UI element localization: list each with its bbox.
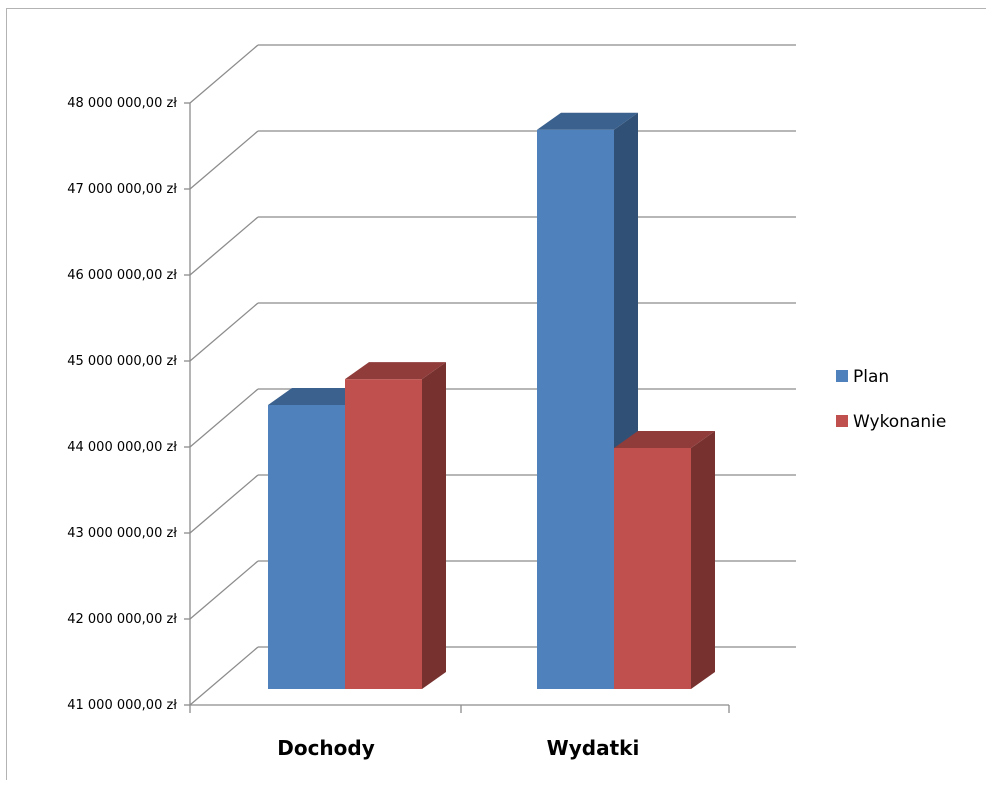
legend-label: Wykonanie: [853, 412, 946, 432]
y-tick-label: 48 000 000,00 zł: [67, 96, 177, 111]
x-category-label: Dochody: [277, 736, 375, 760]
gridline-side: [189, 216, 259, 276]
bar-wykonanie-wydatki: [614, 447, 691, 689]
gridline-side: [189, 130, 259, 190]
y-tick-label: 41 000 000,00 zł: [67, 698, 177, 713]
bar-top: [345, 362, 446, 380]
x-category-label: Wydatki: [547, 736, 640, 760]
bar-plan-dochody: [268, 404, 345, 689]
bar-top: [614, 430, 715, 448]
gridline-side: [189, 388, 259, 448]
gridline-side: [189, 646, 259, 706]
bar-side: [422, 362, 446, 689]
bar-top: [537, 112, 638, 130]
gridline-side: [189, 474, 259, 534]
y-tick-label: 47 000 000,00 zł: [67, 182, 177, 197]
y-tick-label: 45 000 000,00 zł: [67, 354, 177, 369]
gridline-side: [189, 44, 259, 104]
y-tick-label: 46 000 000,00 zł: [67, 268, 177, 283]
legend-label: Plan: [853, 367, 889, 387]
bar-plan-wydatki: [537, 129, 614, 689]
gridline-side: [189, 302, 259, 362]
bar-wykonanie-dochody: [345, 379, 422, 689]
legend-swatch: [836, 370, 848, 382]
gridline-side: [189, 560, 259, 620]
chart-frame: [6, 8, 986, 780]
y-tick-label: 42 000 000,00 zł: [67, 612, 177, 627]
bar-top: [268, 387, 369, 405]
bar-side: [691, 430, 715, 689]
legend-swatch: [836, 415, 848, 427]
y-tick-label: 44 000 000,00 zł: [67, 440, 177, 455]
y-tick-label: 43 000 000,00 zł: [67, 526, 177, 541]
